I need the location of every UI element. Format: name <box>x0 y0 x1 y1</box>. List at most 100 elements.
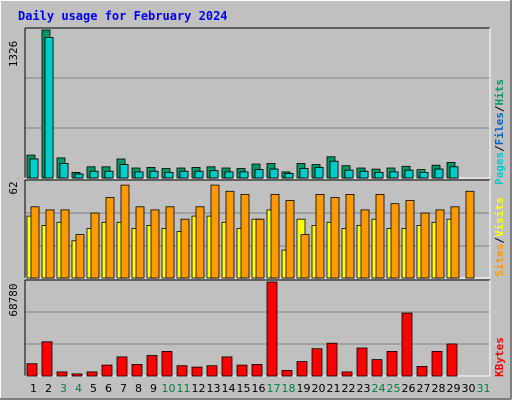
plot-area <box>25 28 490 178</box>
kbytes-bar <box>26 363 38 377</box>
sites-bar <box>450 206 460 279</box>
x-tick-label: 25 <box>387 382 401 395</box>
x-tick-label: 6 <box>105 382 112 395</box>
sites-bar <box>285 200 295 279</box>
hits-ymax-label: 1326 <box>7 41 20 68</box>
legend-hits-panel: Pages/Files/Hits <box>493 79 506 185</box>
sites-visits-panel <box>24 179 491 279</box>
sites-bar <box>330 197 340 279</box>
x-tick-label: 21 <box>327 382 341 395</box>
x-axis-labels: 1 2 3 4 5 6 7 8 9 10 11 12 13 14 15 16 17 18 19 20 21 22 23 24 2… <box>30 382 491 395</box>
x-tick-label: 30 <box>462 382 476 395</box>
legend-kbytes: KBytes <box>493 337 506 377</box>
legend-sites: Sites <box>493 244 506 277</box>
x-tick-label: 11 <box>177 382 191 395</box>
kbytes-bar <box>221 356 233 377</box>
legend-hits: Hits <box>493 79 506 106</box>
sites-bar <box>165 206 175 279</box>
sites-bar <box>345 193 355 279</box>
pages-bar <box>179 170 189 179</box>
pages-bar <box>389 171 399 179</box>
sites-bar <box>390 203 400 279</box>
sites-bar <box>60 209 70 279</box>
pages-bar <box>254 169 264 179</box>
pages-bar <box>359 170 369 179</box>
x-tick-label: 24 <box>372 382 386 395</box>
kbytes-bar <box>71 373 83 377</box>
sites-bar <box>315 193 325 279</box>
sites-ymax-label: 62 <box>7 181 20 194</box>
legend-pages: Pages <box>493 152 506 185</box>
sites-bar <box>90 212 100 279</box>
x-tick-label: 20 <box>312 382 326 395</box>
x-tick-label: 9 <box>150 382 157 395</box>
x-tick-label: 15 <box>237 382 251 395</box>
kbytes-bar <box>251 363 263 377</box>
pages-bar <box>209 170 219 179</box>
legend-sites-panel: Sites/Visits <box>493 197 506 277</box>
sites-bar <box>120 184 130 279</box>
kbytes-bar <box>371 359 383 377</box>
x-tick-label: 13 <box>207 382 221 395</box>
sites-bar <box>300 234 310 279</box>
hits-files-pages-panel <box>24 27 491 179</box>
kbytes-bar <box>386 350 398 377</box>
pages-bar <box>104 170 114 179</box>
pages-bar <box>119 164 129 179</box>
sites-bar <box>255 218 265 279</box>
chart-title: Daily usage for February 2024 <box>18 9 228 23</box>
kbytes-bar <box>341 371 353 377</box>
kbytes-bar <box>236 364 248 377</box>
pages-bar <box>224 171 234 179</box>
kbytes-bar <box>326 342 338 377</box>
sites-bar <box>150 209 160 279</box>
legend-files: Files <box>493 112 506 145</box>
x-tick-label: 16 <box>252 382 266 395</box>
kbytes-bar <box>41 341 53 377</box>
kbytes-bar <box>281 370 293 377</box>
kbytes-bar <box>431 350 443 377</box>
kbytes-bar <box>101 364 113 377</box>
x-tick-label: 4 <box>75 382 82 395</box>
x-tick-label: 14 <box>222 382 236 395</box>
x-tick-label: 31 <box>477 382 491 395</box>
pages-bar <box>269 168 279 179</box>
sites-bar <box>270 193 280 279</box>
x-tick-label: 26 <box>402 382 416 395</box>
kbytes-bar <box>296 361 308 377</box>
x-tick-label: 23 <box>357 382 371 395</box>
kbytes-bar <box>176 365 188 377</box>
kbytes-bar <box>146 355 158 377</box>
plot-area <box>25 280 490 376</box>
kbytes-panel <box>24 279 491 377</box>
x-tick-label: 18 <box>282 382 296 395</box>
kbytes-bar <box>161 350 173 377</box>
kbytes-bar <box>206 365 218 377</box>
sites-bar <box>180 218 190 279</box>
sites-bar <box>210 184 220 279</box>
sites-bar <box>405 200 415 279</box>
pages-bar <box>344 169 354 179</box>
pages-bar <box>74 173 84 179</box>
sites-bar <box>435 209 445 279</box>
x-tick-label: 22 <box>342 382 356 395</box>
sites-bar <box>225 190 235 279</box>
kbytes-ymax-label: 68780 <box>7 283 20 316</box>
sites-bar <box>75 234 85 279</box>
x-tick-label: 19 <box>297 382 311 395</box>
sites-bar <box>465 190 475 279</box>
kbytes-bar <box>116 356 128 377</box>
kbytes-bar <box>266 281 278 377</box>
pages-bar <box>374 171 384 179</box>
pages-bar <box>89 170 99 179</box>
pages-bar <box>194 170 204 179</box>
kbytes-bar <box>446 343 458 377</box>
x-tick-label: 27 <box>417 382 431 395</box>
pages-bar <box>164 171 174 179</box>
kbytes-bar <box>131 363 143 377</box>
kbytes-bar <box>311 348 323 377</box>
sites-bar <box>45 209 55 279</box>
sites-bar <box>360 209 370 279</box>
